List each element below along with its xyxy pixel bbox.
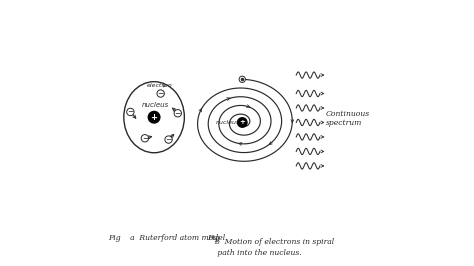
Circle shape — [174, 110, 182, 117]
Text: path into the nucleus.: path into the nucleus. — [215, 249, 301, 257]
Text: nucleus: nucleus — [215, 120, 240, 125]
Text: −: − — [165, 135, 172, 144]
Text: Continuous
spectrum: Continuous spectrum — [326, 110, 370, 127]
Text: −: − — [174, 109, 181, 118]
Circle shape — [148, 111, 160, 123]
Text: Fig: Fig — [207, 234, 219, 242]
Circle shape — [127, 108, 134, 116]
Text: Fig    a  Ruterford atom model: Fig a Ruterford atom model — [108, 234, 225, 242]
Circle shape — [165, 136, 172, 143]
Text: −: − — [127, 107, 134, 117]
Text: nucleus: nucleus — [142, 102, 169, 108]
Text: b  Motion of electrons in spiral: b Motion of electrons in spiral — [215, 238, 334, 246]
Circle shape — [239, 76, 246, 82]
Text: −: − — [142, 134, 148, 143]
Text: electron: electron — [147, 83, 173, 88]
Text: −: − — [157, 89, 164, 98]
Circle shape — [237, 118, 247, 127]
Circle shape — [141, 135, 148, 142]
Text: +: + — [151, 113, 157, 122]
Circle shape — [157, 90, 164, 97]
Text: +: + — [239, 119, 245, 126]
